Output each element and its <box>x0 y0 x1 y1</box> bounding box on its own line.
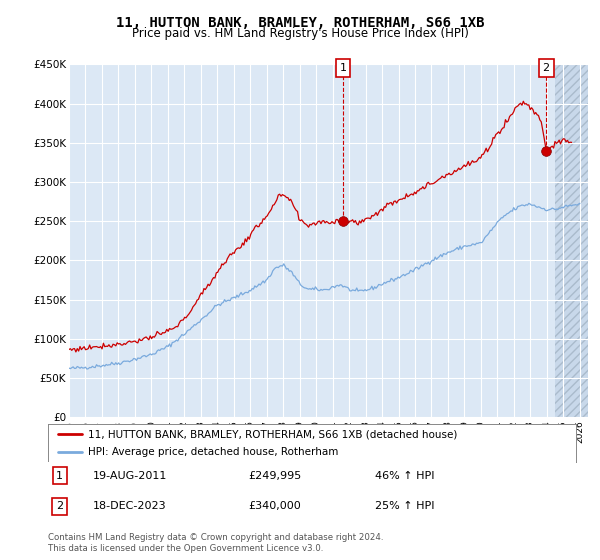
Text: Contains HM Land Registry data © Crown copyright and database right 2024.
This d: Contains HM Land Registry data © Crown c… <box>48 533 383 553</box>
Text: 18-DEC-2023: 18-DEC-2023 <box>93 501 167 511</box>
Bar <box>555 64 588 417</box>
Text: HPI: Average price, detached house, Rotherham: HPI: Average price, detached house, Roth… <box>88 447 338 458</box>
Text: 19-AUG-2011: 19-AUG-2011 <box>93 470 167 480</box>
Text: 2: 2 <box>542 63 550 73</box>
Text: £249,995: £249,995 <box>248 470 302 480</box>
Text: 2: 2 <box>56 501 63 511</box>
Text: 11, HUTTON BANK, BRAMLEY, ROTHERHAM, S66 1XB (detached house): 11, HUTTON BANK, BRAMLEY, ROTHERHAM, S66… <box>88 429 457 439</box>
Text: 1: 1 <box>340 63 346 73</box>
Text: £340,000: £340,000 <box>248 501 301 511</box>
Text: 46% ↑ HPI: 46% ↑ HPI <box>376 470 435 480</box>
Text: 11, HUTTON BANK, BRAMLEY, ROTHERHAM, S66 1XB: 11, HUTTON BANK, BRAMLEY, ROTHERHAM, S66… <box>116 16 484 30</box>
Text: Price paid vs. HM Land Registry's House Price Index (HPI): Price paid vs. HM Land Registry's House … <box>131 27 469 40</box>
Text: 1: 1 <box>56 470 63 480</box>
Text: 25% ↑ HPI: 25% ↑ HPI <box>376 501 435 511</box>
